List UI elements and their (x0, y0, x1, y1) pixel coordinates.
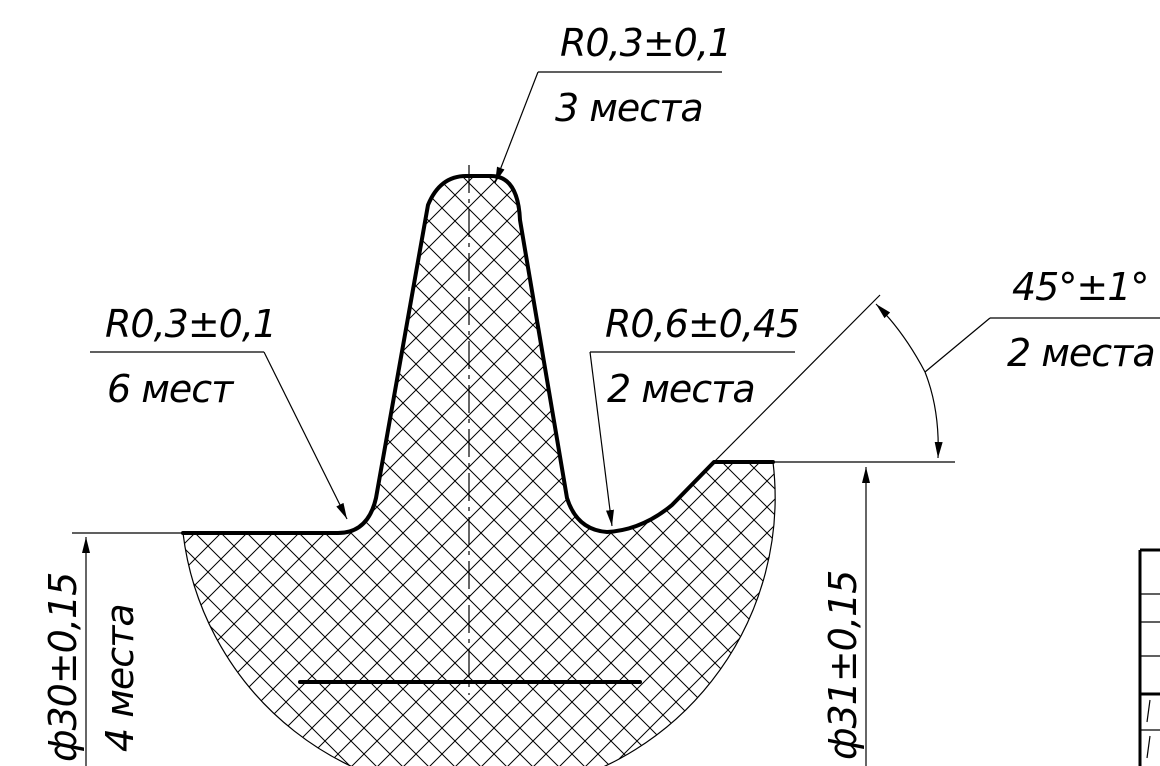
right-diameter-value: ф31±0,15 (821, 571, 865, 760)
outer-arc (182, 461, 776, 766)
left-diameter-value: ф30±0,15 (41, 573, 85, 762)
profile-section (183, 176, 776, 766)
right-radius-note: 2 места (607, 367, 755, 411)
right-radius-value: R0,6±0,45 (605, 302, 799, 346)
angle-arc-lower (924, 371, 943, 459)
left-diameter-note: 4 места (98, 604, 142, 752)
title-block-fragment (1138, 548, 1160, 766)
top-radius-leader (494, 71, 539, 184)
left-radius-value: R0,3±0,1 (105, 302, 276, 346)
angle-arc-upper (875, 303, 926, 373)
left-radius-note: 6 мест (107, 367, 235, 411)
angle-extension-slanted (713, 294, 881, 463)
angle-leader (924, 317, 991, 373)
left-radius-leader (263, 351, 348, 520)
profile-outline (181, 174, 775, 535)
angle-value: 45°±1° (1012, 265, 1148, 309)
right-radius-leader (589, 351, 614, 527)
top-radius-value: R0,3±0,1 (560, 21, 731, 65)
top-radius-note: 3 места (555, 86, 703, 130)
angle-note: 2 места (1007, 331, 1155, 375)
